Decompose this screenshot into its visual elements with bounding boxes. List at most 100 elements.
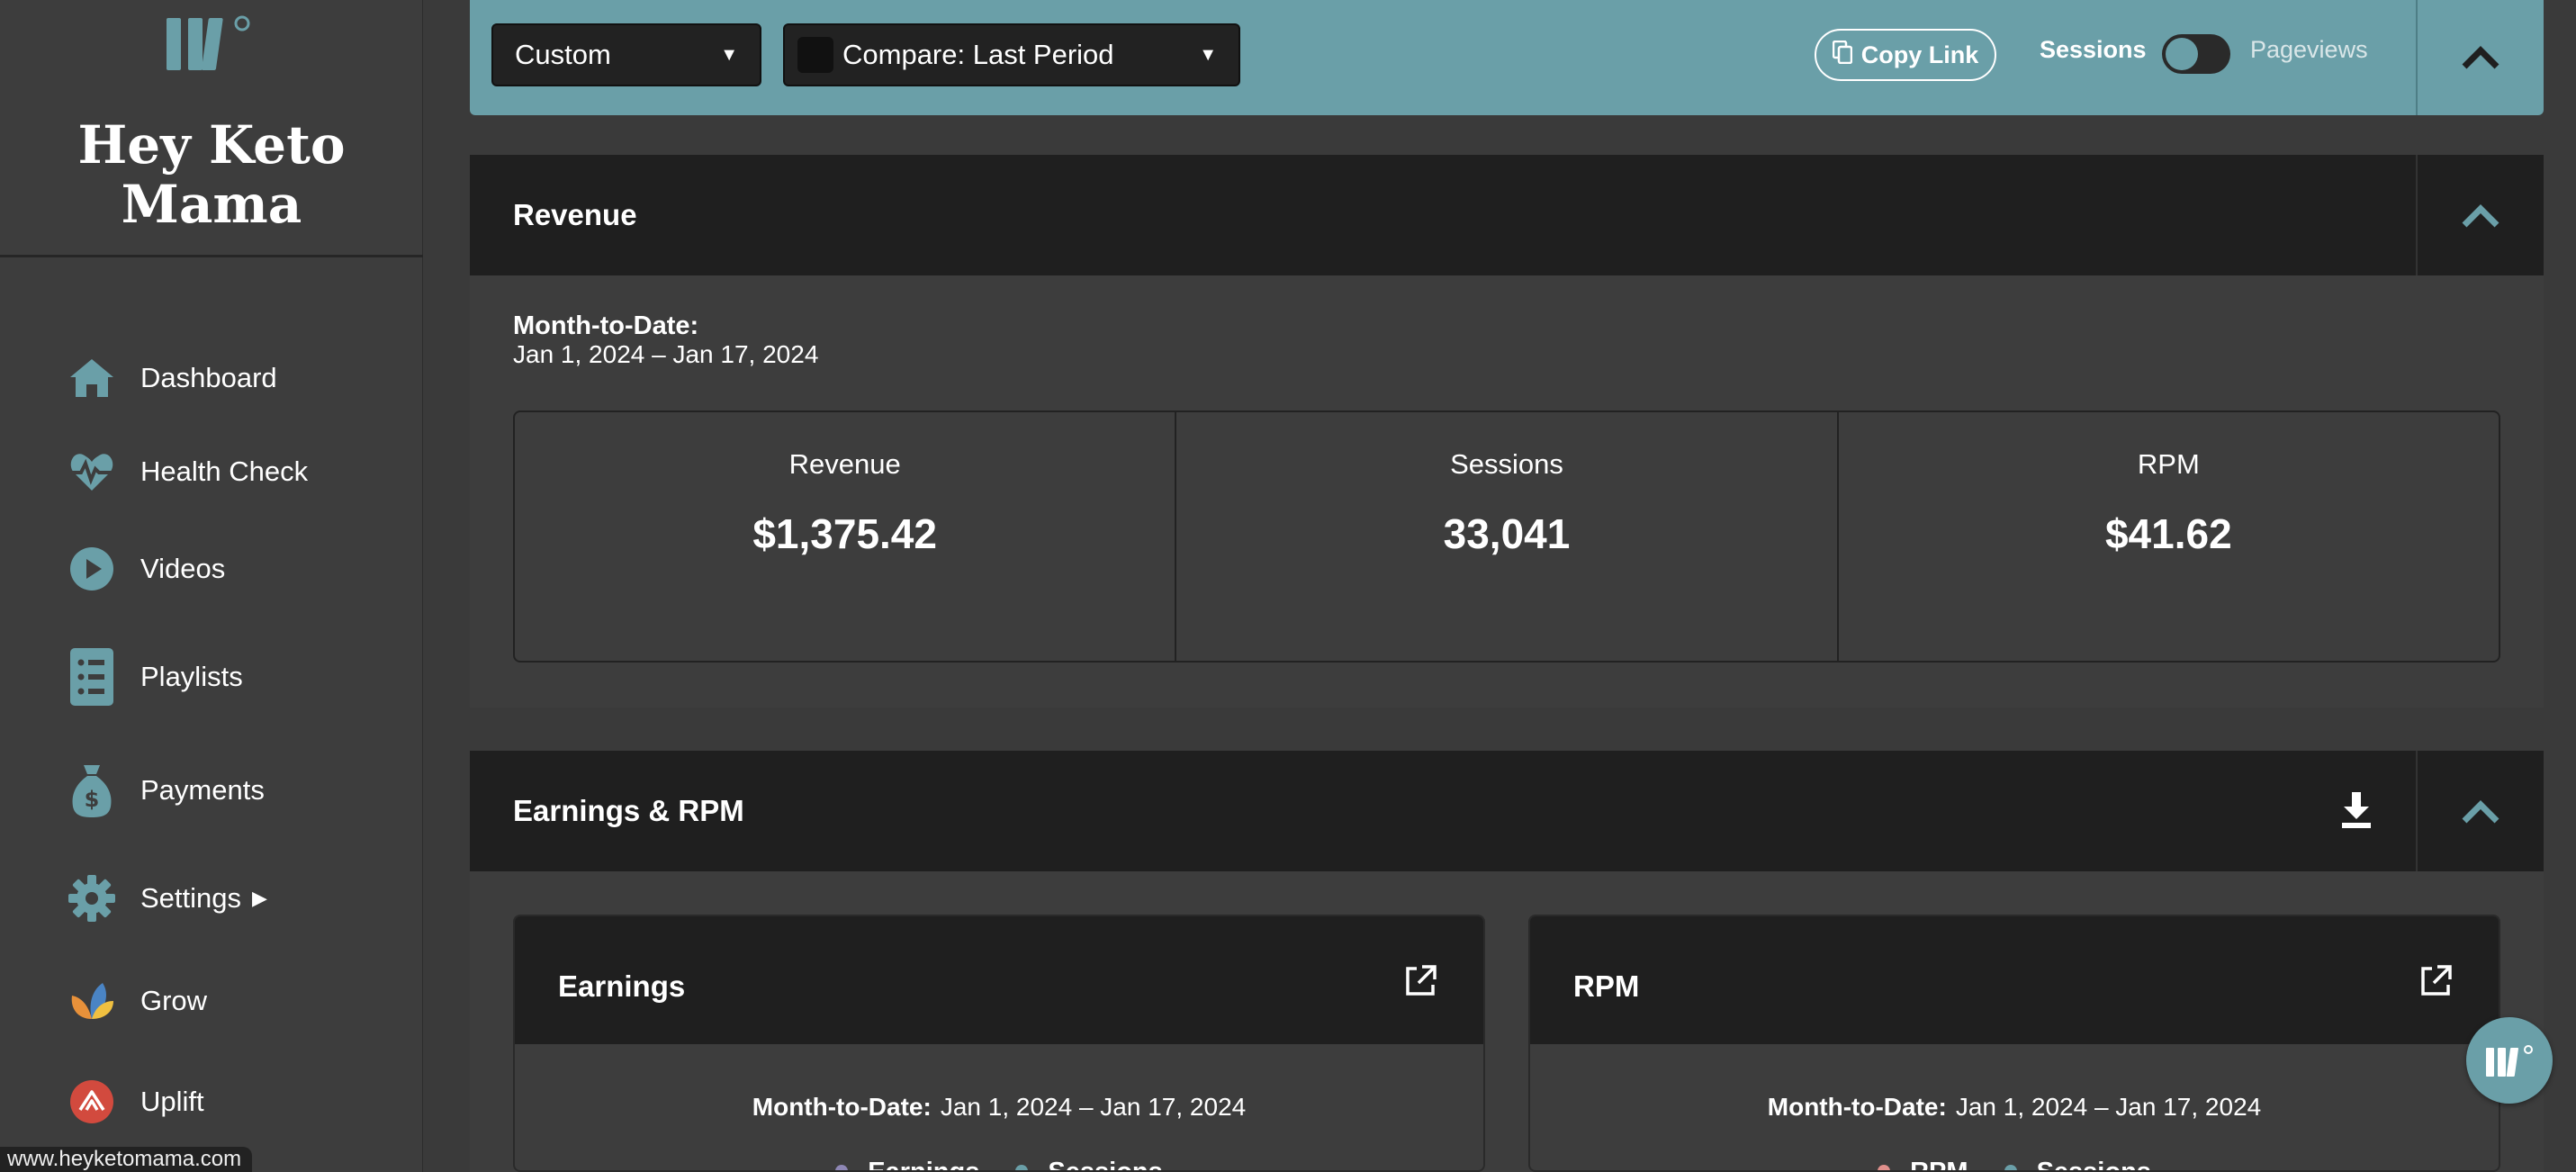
stat-label: Sessions	[1450, 448, 1563, 480]
legend-item[interactable]: Sessions	[1015, 1158, 1163, 1172]
brand-logo-icon	[167, 15, 250, 70]
download-icon	[2342, 792, 2371, 828]
sidebar-item-videos[interactable]: Videos	[67, 542, 225, 596]
card-title: RPM	[1573, 969, 1640, 1003]
divider	[2416, 0, 2418, 115]
chevron-up-icon	[2462, 204, 2499, 228]
card-title: Earnings	[558, 969, 686, 1003]
legend-item[interactable]: Earnings	[835, 1158, 980, 1172]
collapse-filters-button[interactable]	[2454, 31, 2508, 85]
legend-dot	[1015, 1165, 1029, 1170]
revenue-stats: Revenue $1,375.42 Sessions 33,041 RPM $4…	[513, 410, 2500, 663]
download-button[interactable]	[2329, 783, 2383, 837]
caret-right-icon: ▶	[252, 887, 267, 909]
rpm-card: RPM Month-to-Date: Jan 1, 2024 – Jan 17, …	[1528, 915, 2500, 1172]
sidebar-item-label: Dashboard	[140, 362, 277, 393]
date-range-value: Custom	[515, 39, 611, 70]
sidebar-item-label: Videos	[140, 553, 226, 584]
stat-sessions: Sessions 33,041	[1176, 412, 1839, 661]
copy-link-label: Copy Link	[1860, 41, 1979, 68]
date-range-select[interactable]: Custom ▼	[491, 23, 761, 86]
mtd-date-range: Jan 1, 2024 – Jan 17, 2024	[1955, 1093, 2262, 1121]
legend-label: Earnings	[868, 1158, 980, 1172]
stat-revenue: Revenue $1,375.42	[515, 412, 1177, 661]
compare-select[interactable]: Compare: Last Period ▼	[783, 23, 1240, 86]
chevron-up-icon	[2462, 46, 2499, 69]
stat-value: $1,375.42	[752, 510, 937, 557]
mtd-label: Month-to-Date:	[513, 311, 699, 340]
collapse-earnings-button[interactable]	[2454, 785, 2508, 839]
mtd-date-range: Jan 1, 2024 – Jan 17, 2024	[513, 340, 819, 368]
divider	[2416, 751, 2418, 871]
sidebar-item-label: Health Check	[140, 455, 309, 487]
chevron-up-icon	[2462, 800, 2499, 824]
chart-legend: RPM Sessions	[1530, 1158, 2499, 1172]
collapse-revenue-button[interactable]	[2454, 189, 2508, 243]
uplift-icon	[67, 1077, 117, 1127]
toggle-label-sessions: Sessions	[2040, 36, 2147, 63]
sidebar-item-payments[interactable]: $ Payments	[67, 763, 265, 817]
brand-logo-icon	[2486, 1045, 2533, 1077]
earnings-card: Earnings Month-to-Date: Jan 1, 2024 – Jan…	[513, 915, 1485, 1172]
home-icon	[67, 353, 117, 403]
panel-title: Earnings & RPM	[513, 794, 744, 827]
support-chat-button[interactable]	[2466, 1017, 2553, 1104]
legend-label: RPM	[1910, 1158, 1968, 1172]
copy-link-button[interactable]: Copy Link	[1815, 29, 1996, 81]
revenue-panel-header: Revenue	[470, 155, 2544, 275]
legend-dot	[1878, 1165, 1891, 1170]
earnings-panel-header: Earnings & RPM	[470, 751, 2544, 871]
compare-color-swatch[interactable]	[797, 37, 833, 73]
filter-bar	[470, 0, 2544, 115]
legend-label: Sessions	[1048, 1158, 1163, 1172]
sidebar-item-settings[interactable]: Settings ▶	[67, 871, 267, 925]
legend-dot	[2004, 1165, 2017, 1170]
toggle-label-pageviews: Pageviews	[2250, 36, 2368, 63]
compare-value: Compare: Last Period	[842, 39, 1114, 70]
open-external-icon[interactable]	[1402, 963, 1438, 999]
card-date-range: Month-to-Date: Jan 1, 2024 – Jan 17, 2024	[515, 1093, 1483, 1122]
sidebar-item-label: Grow	[140, 985, 208, 1016]
grow-icon	[67, 976, 117, 1026]
card-date-range: Month-to-Date: Jan 1, 2024 – Jan 17, 2024	[1530, 1093, 2499, 1122]
sidebar-item-label: Payments	[140, 774, 265, 806]
play-icon	[67, 544, 117, 594]
mtd-label: Month-to-Date:	[752, 1093, 932, 1121]
card-header: RPM	[1530, 916, 2499, 1044]
mtd-label: Month-to-Date:	[1767, 1093, 1947, 1121]
site-name: Hey Keto Mama	[77, 114, 346, 235]
legend-dot	[835, 1165, 849, 1170]
sidebar-item-label: Playlists	[140, 661, 243, 692]
sidebar-item-label: Settings	[140, 882, 242, 914]
mtd-date-range: Jan 1, 2024 – Jan 17, 2024	[940, 1093, 1247, 1121]
sidebar-item-dashboard[interactable]: Dashboard	[67, 351, 277, 405]
panel-title: Revenue	[513, 198, 637, 231]
status-bar-url: www.heyketomama.com	[0, 1147, 253, 1172]
card-header: Earnings	[515, 916, 1483, 1044]
open-external-icon[interactable]	[2418, 963, 2454, 999]
stat-value: $41.62	[2104, 510, 2232, 557]
divider	[2416, 155, 2418, 275]
toggle-knob	[2166, 38, 2198, 70]
revenue-panel-body	[470, 275, 2544, 708]
sessions-pageviews-toggle[interactable]	[2162, 34, 2230, 74]
sidebar: Hey Keto Mama Dashboard Health Check Vid…	[0, 0, 423, 1172]
sidebar-item-health-check[interactable]: Health Check	[67, 445, 308, 499]
chart-legend: Earnings Sessions	[515, 1158, 1483, 1172]
copy-icon	[1832, 40, 1852, 70]
stat-label: RPM	[2137, 448, 2200, 480]
sidebar-item-uplift[interactable]: Uplift	[67, 1075, 204, 1129]
heartbeat-icon	[67, 446, 117, 497]
sidebar-item-grow[interactable]: Grow	[67, 974, 207, 1028]
stat-label: Revenue	[788, 448, 901, 480]
legend-item[interactable]: RPM	[1878, 1158, 1968, 1172]
money-bag-icon: $	[67, 765, 117, 817]
legend-label: Sessions	[2036, 1158, 2151, 1172]
dropdown-arrow-icon: ▼	[720, 44, 738, 65]
stat-value: 33,041	[1443, 510, 1571, 557]
sidebar-item-playlists[interactable]: Playlists	[67, 648, 243, 706]
legend-item[interactable]: Sessions	[2004, 1158, 2151, 1172]
list-icon	[67, 648, 117, 706]
brand-logo-area[interactable]: Hey Keto Mama	[0, 0, 423, 257]
stat-rpm: RPM $41.62	[1839, 412, 2499, 661]
